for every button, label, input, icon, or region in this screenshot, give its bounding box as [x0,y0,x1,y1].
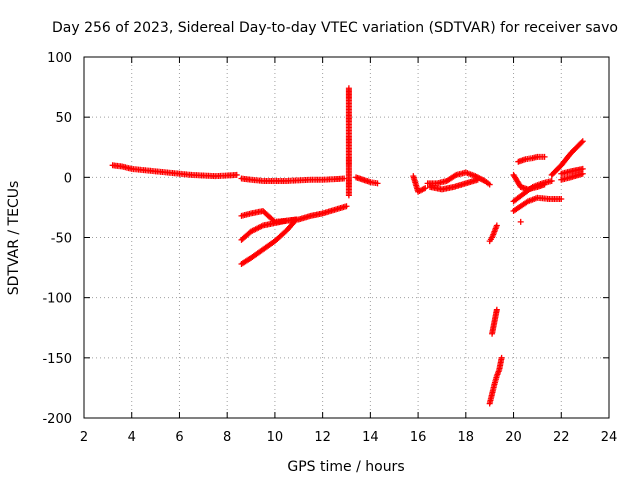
track-point [523,199,530,206]
series-arc-11 [489,306,500,337]
track-point [527,155,534,162]
series-arc-6 [353,174,381,187]
series-arc-7 [410,173,429,195]
x-tick-label: 18 [458,430,475,445]
track-point [537,180,544,187]
track-point [339,175,346,182]
track-point [449,184,456,191]
x-tick-label: 10 [267,430,284,445]
x-tick-label: 8 [223,430,231,445]
series-arc-17 [548,138,586,178]
track-point [539,153,546,160]
track-point [556,195,563,202]
y-tick-label: -100 [42,292,72,307]
x-tick-label: 4 [128,430,136,445]
series-arc-4 [238,216,300,243]
track-point [420,185,427,192]
track-point [292,217,299,224]
track-point [258,208,265,215]
track-point [516,181,523,188]
track-point [485,180,492,187]
track-point [246,210,253,217]
track-point [547,178,554,185]
x-tick-label: 2 [80,430,88,445]
track-point [578,166,585,173]
track-point [521,156,528,163]
y-tick-label: -50 [51,232,72,247]
track-point [318,210,325,217]
track-point [306,213,313,220]
series-arc-10 [486,222,500,245]
track-point [488,392,495,399]
track-point [330,207,337,214]
y-tick-label: -200 [42,412,72,427]
grid-lines [84,57,609,418]
track-point [565,152,572,159]
series-arc-5 [238,216,300,267]
plot-frame [83,56,610,419]
x-tick-label: 16 [410,430,427,445]
chart-title: Day 256 of 2023, Sidereal Day-to-day VTE… [52,20,618,36]
x-tick-label: 20 [505,430,522,445]
track-point [493,374,500,381]
track-point [372,180,379,187]
track-point [345,190,352,197]
series-arc-1 [109,162,240,180]
series-arc-18 [558,170,586,183]
y-tick-label: -150 [42,352,72,367]
track-point [461,180,468,187]
y-tick-label: 0 [64,171,72,186]
series-arc-16 [510,177,555,205]
data-point [517,218,524,225]
track-point [566,174,573,181]
series-outlier-20h [517,218,524,225]
x-tick-label: 6 [175,430,183,445]
series-arc-14 [515,153,548,165]
track-point [487,236,494,243]
track-point [358,176,365,183]
track-point [451,172,458,179]
x-axis-label: GPS time / hours [287,459,404,475]
series-arc-9 [427,176,481,193]
track-point [442,178,449,185]
x-tick-label: 24 [601,430,618,445]
series-arc-2 [238,175,348,184]
track-point [470,172,477,179]
track-point [281,229,288,236]
track-point [365,178,372,185]
track-point [493,308,500,315]
track-point [577,140,584,147]
series-outliers-13h [345,85,352,199]
series-arc-19 [558,165,586,177]
track-point [257,248,264,255]
track-point [556,164,563,171]
track-point [578,139,585,146]
y-axis-label: SDTVAR / TECUs [6,181,22,296]
series-arc-15 [510,194,565,215]
track-point [258,223,265,230]
track-point [291,218,298,225]
track-point [232,172,239,179]
series-arc-12 [486,354,505,407]
track-point [473,177,480,184]
track-point [493,223,500,230]
track-point [495,368,502,375]
data-points [109,85,586,407]
track-point [269,239,276,246]
track-point [342,203,349,210]
x-tick-label: 12 [314,430,331,445]
track-point [490,229,497,236]
y-tick-label: 100 [47,51,72,66]
track-point [566,168,573,175]
track-point [491,382,498,389]
track-point [245,230,252,237]
axis-ticks: 2 4 6 8 10 12 14 16 18 20 22 24-200-150-100-5005010… [42,51,617,445]
x-tick-label: 22 [553,430,570,445]
x-tick-label: 14 [362,430,379,445]
y-tick-label: 50 [55,111,72,126]
track-point [498,356,505,363]
